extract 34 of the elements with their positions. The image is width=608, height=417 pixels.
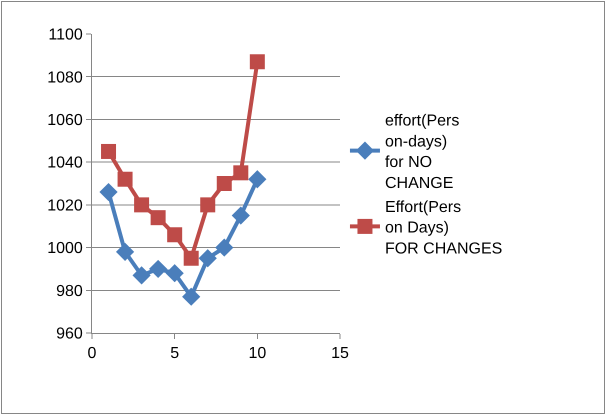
- y-tick-label: 1000: [47, 240, 83, 258]
- y-tick-label: 960: [56, 326, 83, 343]
- point: [150, 210, 166, 226]
- point: [134, 197, 150, 212]
- point: [250, 54, 265, 70]
- y-tick-label: 1040: [47, 154, 83, 172]
- y-tick-label: 1060: [47, 112, 83, 130]
- point: [232, 206, 250, 225]
- point: [233, 165, 248, 180]
- x-tick-label: 0: [88, 345, 97, 362]
- point: [118, 172, 133, 187]
- y-tick-label: 980: [56, 282, 83, 300]
- point: [248, 170, 266, 188]
- legend-label: Effort(Person Days) FOR CHANGES: [384, 198, 502, 258]
- x-tick-label: 10: [248, 345, 266, 362]
- point: [216, 176, 232, 191]
- point: [101, 144, 116, 159]
- point: [149, 260, 168, 278]
- point: [99, 182, 118, 202]
- y-tick-label: 1080: [47, 69, 83, 86]
- point: [132, 266, 151, 284]
- x-tick-label: 5: [170, 345, 180, 362]
- point: [116, 242, 134, 261]
- point: [200, 197, 216, 212]
- point: [198, 249, 217, 268]
- point: [215, 238, 234, 257]
- y-tick-label: 1020: [47, 197, 83, 214]
- x-tick-label: 15: [331, 345, 349, 362]
- point: [166, 264, 184, 282]
- point: [184, 250, 199, 266]
- legend-label: effort(Person-days) for NO CHANGE: [384, 112, 460, 192]
- point: [167, 227, 182, 242]
- point: [182, 288, 200, 306]
- y-tick-label: 1100: [48, 26, 83, 44]
